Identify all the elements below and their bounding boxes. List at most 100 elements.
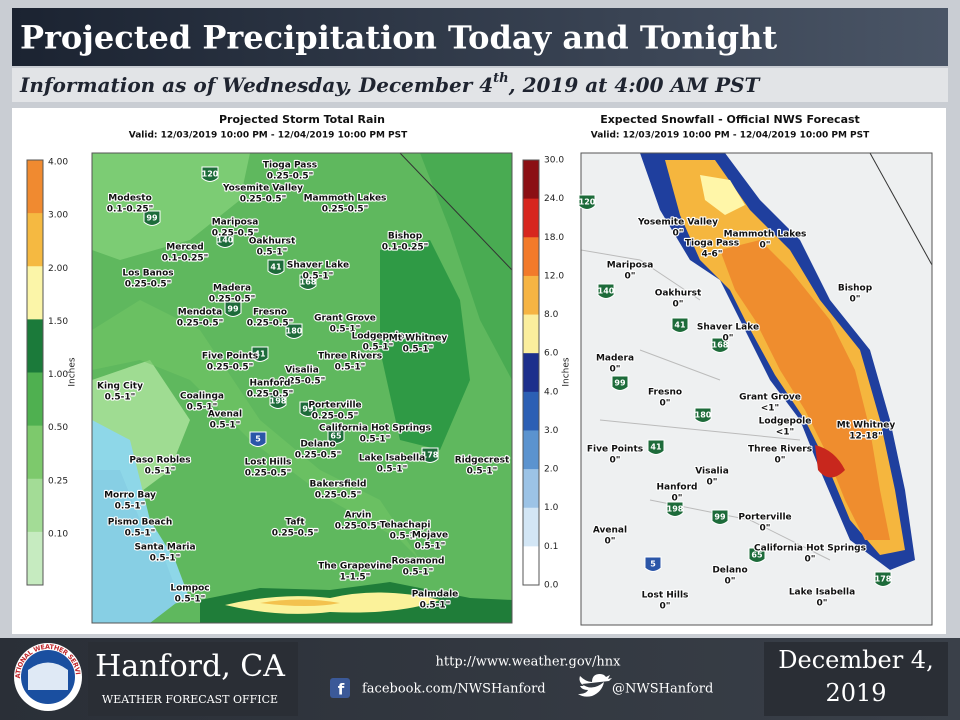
facebook-link[interactable]: facebook.com/NWSHanford — [362, 682, 546, 697]
place-name: Tioga Pass — [263, 161, 317, 171]
place-amount: 0.5-1" — [105, 393, 136, 403]
legend-tick-label: 0.25 — [48, 476, 68, 486]
place-amount: 0" — [660, 399, 671, 409]
place-name: Three Rivers — [318, 352, 382, 362]
highway-number: 198 — [667, 505, 684, 514]
legend-swatch — [523, 546, 539, 586]
office-type: WEATHER FORECAST OFFICE — [102, 693, 278, 706]
place-name: Morro Bay — [104, 491, 156, 501]
place-name: Mammoth Lakes — [304, 194, 387, 204]
place-amount: 0" — [775, 456, 786, 466]
legend-swatch — [27, 372, 43, 427]
highway-number: 120 — [579, 198, 596, 207]
place-amount: 0" — [817, 599, 828, 609]
legend-label: Inches — [68, 357, 78, 387]
legend-swatch — [27, 266, 43, 320]
legend-frame — [26, 159, 44, 586]
highway-number: 140 — [217, 236, 234, 245]
place-amount: 0" — [605, 537, 616, 547]
office-name: Hanford, CA — [95, 649, 285, 684]
legend-tick-label: 0.0 — [544, 581, 559, 591]
legend-swatch — [27, 425, 43, 480]
place-amount: <1" — [761, 404, 780, 414]
twitter-link[interactable]: @NWSHanford — [612, 682, 713, 697]
place-amount: 0.5-1" — [415, 542, 446, 552]
highway-number: 65 — [751, 551, 763, 560]
snow-map-title: Expected Snowfall - Official NWS Forecas… — [600, 113, 860, 126]
legend-frame — [522, 159, 540, 586]
twitter-icon[interactable] — [578, 674, 612, 697]
website[interactable]: http://www.weather.gov/hnx — [436, 655, 622, 670]
highway-shield — [666, 501, 684, 517]
place-name: California Hot Springs — [754, 544, 866, 554]
legend-swatch — [523, 507, 539, 547]
place-amount: 0.5-1" — [187, 403, 218, 413]
legend-tick-label: 0.50 — [48, 423, 68, 433]
place-name: Avenal — [593, 526, 627, 536]
place-amount: 0.5-1" — [335, 363, 366, 373]
highway-shield — [143, 210, 161, 226]
highway-number: 99 — [227, 305, 239, 314]
place-amount: 0" — [723, 334, 734, 344]
highway-shield — [249, 431, 267, 447]
legend-tick-label: 0.10 — [48, 529, 68, 539]
place-amount: 0.5-1" — [363, 343, 394, 353]
legend-tick-label: 6.0 — [544, 349, 559, 359]
place-amount: 0.25-0.5" — [209, 295, 256, 305]
place-amount: 4-6" — [702, 250, 723, 260]
legend-tick-label: 8.0 — [544, 310, 559, 320]
place-name: Lost Hills — [642, 591, 689, 601]
place-name: Lost Hills — [245, 458, 292, 468]
subtitle-bar — [12, 68, 948, 102]
rain-map-valid: Valid: 12/03/2019 10:00 PM - 12/04/2019 … — [129, 131, 408, 141]
place-name: Madera — [213, 284, 251, 294]
place-name: Lodgepole — [352, 332, 405, 342]
legend-swatch — [27, 531, 43, 586]
place-amount: 0.25-0.5" — [177, 319, 224, 329]
place-amount: 0.5-1" — [210, 421, 241, 431]
highway-number: 178 — [422, 451, 439, 460]
legend-tick-label: 2.00 — [48, 264, 68, 274]
legend-swatch — [523, 430, 539, 470]
legend-swatch — [523, 237, 539, 277]
place-name: Bakersfield — [310, 480, 367, 490]
highway-shield — [611, 375, 629, 391]
legend-tick-label: 4.0 — [544, 387, 559, 397]
legend-tick-label: 1.00 — [48, 370, 68, 380]
place-name: Lodgepole — [759, 417, 812, 427]
highway-shield — [251, 346, 269, 362]
subtitle-text: , 2019 at 4:00 AM PST — [508, 73, 762, 97]
place-amount: 0.25-0.5" — [267, 172, 314, 182]
place-name: Fresno — [648, 388, 682, 398]
place-amount: 0.25-0.5" — [212, 229, 259, 239]
rain-map-title: Projected Storm Total Rain — [219, 113, 385, 126]
place-name: Three Rivers — [748, 445, 812, 455]
place-name: Lake Isabella — [359, 454, 425, 464]
legend-tick-label: 18.0 — [544, 233, 564, 243]
legend-tick-label: 3.0 — [544, 426, 559, 436]
place-amount: 0.5-1" — [145, 467, 176, 477]
place-amount: 0.25-0.5" — [247, 390, 294, 400]
place-name: Merced — [166, 243, 203, 253]
place-name: Five Points — [587, 445, 643, 455]
facebook-icon[interactable] — [330, 678, 350, 698]
place-name: Mendota — [178, 308, 222, 318]
place-name: Pismo Beach — [108, 518, 173, 528]
highway-shield — [421, 447, 439, 463]
place-name: Fresno — [253, 308, 287, 318]
legend-swatch — [27, 160, 43, 214]
rain-map — [92, 153, 512, 623]
highway-shield — [299, 401, 317, 417]
place-amount: 0" — [850, 295, 861, 305]
place-name: Modesto — [108, 194, 152, 204]
place-amount: 0.25-0.5" — [207, 363, 254, 373]
highway-shield — [269, 393, 287, 409]
legend-swatch — [523, 198, 539, 238]
place-amount: 0.5-1" — [403, 568, 434, 578]
place-amount: 0.25-0.5" — [315, 491, 362, 501]
place-amount: 0.1-0.25" — [107, 205, 154, 215]
title-bar — [12, 8, 948, 66]
legend-tick-label: 3.00 — [48, 211, 68, 221]
highway-number: 180 — [286, 327, 303, 336]
